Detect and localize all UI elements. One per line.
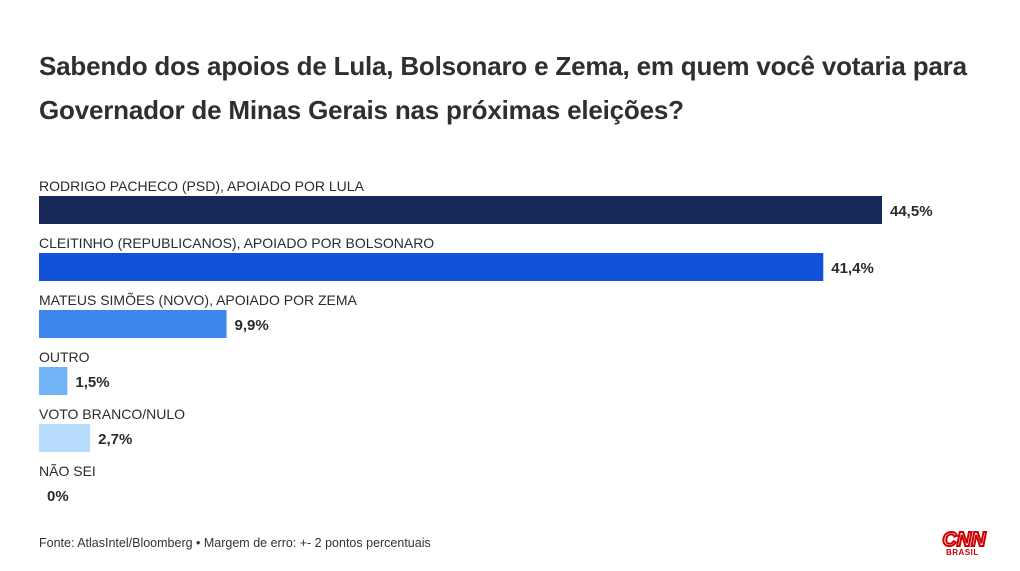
bar bbox=[39, 253, 824, 281]
value-label: 44,5% bbox=[890, 203, 933, 220]
category-label: VOTO BRANCO/NULO bbox=[39, 406, 185, 422]
source-note: Fonte: AtlasIntel/Bloomberg • Margem de … bbox=[39, 536, 431, 550]
category-label: NÃO SEI bbox=[39, 463, 96, 479]
logo-subtext: BRASIL bbox=[946, 548, 979, 557]
cnn-logo-icon: CNN bbox=[941, 528, 987, 552]
bar bbox=[39, 310, 227, 338]
bar bbox=[39, 424, 91, 452]
category-label: CLEITINHO (REPUBLICANOS), APOIADO POR BO… bbox=[39, 235, 434, 251]
value-label: 2,7% bbox=[98, 431, 132, 448]
value-label: 0% bbox=[47, 488, 69, 505]
category-label: MATEUS SIMÕES (NOVO), APOIADO POR ZEMA bbox=[39, 292, 358, 308]
bar-chart: RODRIGO PACHECO (PSD), APOIADO POR LULA 4… bbox=[39, 178, 933, 505]
svg-text:CNN: CNN bbox=[942, 529, 986, 551]
value-label: 9,9% bbox=[235, 317, 269, 334]
value-label: 41,4% bbox=[831, 260, 874, 277]
bar bbox=[39, 196, 882, 224]
bar bbox=[39, 367, 68, 395]
category-label: RODRIGO PACHECO (PSD), APOIADO POR LULA bbox=[39, 178, 365, 194]
category-label: OUTRO bbox=[39, 349, 90, 365]
chart-title: Sabendo dos apoios de Lula, Bolsonaro e … bbox=[39, 51, 967, 125]
value-label: 1,5% bbox=[75, 374, 109, 391]
